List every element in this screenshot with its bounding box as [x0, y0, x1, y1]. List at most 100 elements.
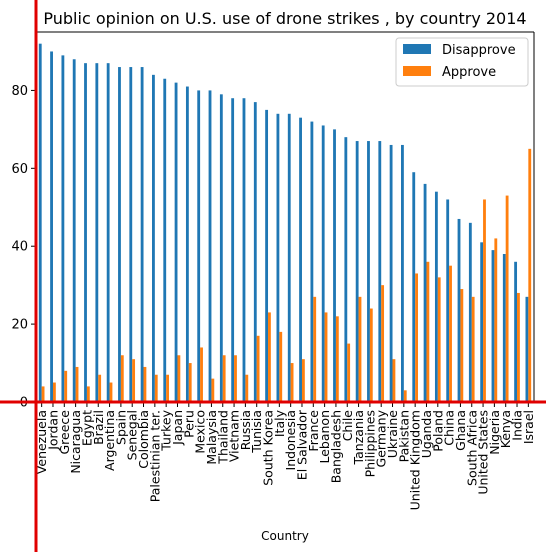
- bar-approve-venezuela: [41, 386, 45, 402]
- x-tick-label-el-salvador: El Salvador: [294, 409, 309, 480]
- x-tick-label-south-africa: South Africa: [464, 410, 479, 486]
- bar-approve-brazil: [98, 374, 102, 402]
- legend-label-disapprove: Disapprove: [442, 43, 516, 58]
- bar-approve-chile: [347, 343, 351, 402]
- x-tick-label-egypt: Egypt: [79, 410, 94, 446]
- y-tick-label: 60: [11, 162, 28, 177]
- bar-disapprove-ukraine: [389, 144, 393, 402]
- bar-disapprove-italy: [276, 113, 280, 402]
- y-tick-label: 80: [11, 84, 28, 99]
- bar-approve-russia: [245, 374, 249, 402]
- bar-disapprove-south-africa: [468, 222, 472, 402]
- bar-disapprove-philippines: [367, 141, 370, 403]
- x-tick-label-mexico: Mexico: [193, 410, 208, 454]
- x-tick-label-indonesia: Indonesia: [283, 410, 298, 470]
- bar-disapprove-vietnam: [231, 98, 235, 403]
- bar-disapprove-kenya: [502, 254, 506, 402]
- bar-approve-el-salvador: [301, 359, 305, 402]
- x-tick-label-thailand: Thailand: [215, 410, 230, 465]
- y-tick-label: 40: [11, 240, 28, 255]
- legend-label-approve: Approve: [442, 65, 496, 80]
- x-axis-label: Country: [261, 529, 309, 543]
- x-tick-label-kenya: Kenya: [498, 410, 513, 448]
- bar-disapprove-tanzania: [355, 141, 359, 403]
- x-tick-label-tunisia: Tunisia: [249, 410, 264, 454]
- bar-disapprove-senegal: [129, 67, 133, 403]
- bar-approve-india: [517, 292, 520, 402]
- bar-approve-china: [449, 265, 452, 402]
- x-tick-label-palestinian-ter: Palestinian ter.: [147, 410, 162, 502]
- bar-disapprove-uganda: [423, 183, 427, 402]
- x-tick-label-tanzania: Tanzania: [351, 410, 366, 465]
- x-tick-label-ukraine: Ukraine: [385, 410, 400, 459]
- bar-disapprove-poland: [434, 191, 438, 402]
- bar-disapprove-turkey: [163, 78, 167, 403]
- bar-disapprove-peru: [185, 86, 189, 402]
- bar-approve-thailand: [222, 355, 226, 402]
- bar-approve-vietnam: [234, 355, 237, 402]
- x-tick-label-nicaragua: Nicaragua: [68, 410, 83, 474]
- bar-disapprove-pakistan: [401, 144, 404, 402]
- x-tick-label-ghana: Ghana: [453, 410, 468, 451]
- bar-disapprove-tunisia: [253, 102, 257, 403]
- bar-approve-argentina: [109, 382, 113, 402]
- bar-approve-malaysia: [211, 378, 215, 402]
- bar-approve-indonesia: [290, 363, 294, 402]
- x-tick-label-india: India: [510, 410, 525, 441]
- bar-disapprove-lebanon: [321, 125, 325, 402]
- x-tick-label-south-korea: South Korea: [261, 410, 276, 486]
- bar-approve-nigeria: [494, 238, 498, 402]
- bar-disapprove-united-states: [480, 242, 484, 402]
- x-tick-label-israel: Israel: [521, 410, 536, 444]
- bar-approve-ukraine: [392, 359, 396, 402]
- bar-approve-france: [313, 296, 317, 402]
- x-tick-label-lebanon: Lebanon: [317, 410, 332, 464]
- x-tick-label-peru: Peru: [181, 410, 196, 438]
- bar-approve-poland: [437, 277, 441, 402]
- bar-disapprove-jordan: [50, 51, 53, 402]
- bar-disapprove-china: [446, 199, 450, 402]
- bar-disapprove-brazil: [95, 63, 99, 402]
- bar-disapprove-nigeria: [491, 250, 495, 402]
- x-tick-label-greece: Greece: [57, 410, 72, 455]
- bar-approve-italy: [279, 331, 283, 402]
- bar-disapprove-spain: [118, 67, 121, 403]
- x-tick-label-spain: Spain: [113, 410, 128, 445]
- bar-disapprove-el-salvador: [299, 117, 302, 403]
- bar-disapprove-chile: [344, 137, 348, 402]
- bar-approve-greece: [64, 370, 68, 402]
- y-tick-label: 20: [11, 318, 28, 333]
- bar-approve-pakistan: [403, 390, 407, 402]
- bar-approve-nicaragua: [75, 366, 79, 402]
- bar-disapprove-russia: [242, 98, 246, 403]
- bar-approve-tunisia: [256, 335, 260, 402]
- bar-disapprove-indonesia: [287, 113, 291, 402]
- x-tick-label-france: France: [306, 410, 321, 452]
- bar-disapprove-malaysia: [208, 90, 212, 403]
- bar-approve-south-africa: [471, 296, 475, 402]
- bar-disapprove-israel: [525, 296, 529, 402]
- x-tick-label-bangladesh: Bangladesh: [328, 410, 343, 483]
- x-tick-label-brazil: Brazil: [91, 410, 106, 445]
- chart-title: Public opinion on U.S. use of drone stri…: [43, 9, 526, 28]
- x-tick-label-japan: Japan: [170, 410, 185, 446]
- bars-group: [38, 43, 532, 403]
- bar-approve-bangladesh: [335, 316, 339, 402]
- bar-approve-colombia: [143, 366, 147, 402]
- x-tick-label-senegal: Senegal: [125, 410, 140, 460]
- bar-disapprove-france: [310, 121, 314, 402]
- bar-disapprove-mexico: [197, 90, 201, 403]
- x-tick-label-turkey: Turkey: [159, 409, 174, 451]
- x-tick-label-jordan: Jordan: [45, 410, 60, 451]
- bar-approve-palestinian-ter: [154, 374, 158, 402]
- bar-disapprove-ghana: [457, 218, 461, 402]
- y-axis: 020406080: [11, 84, 36, 411]
- bar-approve-germany: [381, 285, 385, 402]
- x-tick-label-united-states: United States: [476, 410, 491, 495]
- x-tick-label-vietnam: Vietnam: [227, 410, 242, 462]
- x-tick-label-uganda: Uganda: [419, 410, 434, 458]
- bar-approve-turkey: [166, 374, 169, 402]
- x-tick-label-malaysia: Malaysia: [204, 410, 219, 465]
- bar-approve-senegal: [132, 359, 136, 402]
